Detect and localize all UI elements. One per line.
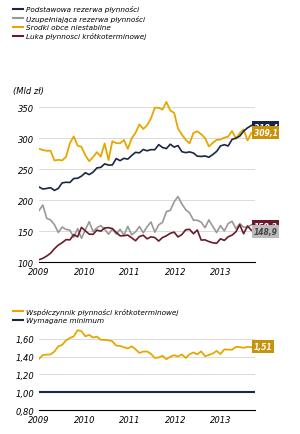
Text: 309,1: 309,1 bbox=[254, 129, 278, 138]
Text: 148,9: 148,9 bbox=[254, 228, 278, 237]
Text: 318,4: 318,4 bbox=[254, 123, 278, 132]
Text: 1,51: 1,51 bbox=[254, 342, 272, 352]
Text: 158,2: 158,2 bbox=[254, 222, 278, 231]
Legend: Współczynnik płynności krótkoterminowej, Wymagane minimum: Współczynnik płynności krótkoterminowej,… bbox=[10, 305, 181, 326]
Legend: Podstawowa rezerwa płynności, Uzupełniająca rezerwa płynności, Środki obce niest: Podstawowa rezerwa płynności, Uzupełniaj… bbox=[10, 3, 149, 43]
Text: (Mld zł): (Mld zł) bbox=[13, 87, 44, 95]
